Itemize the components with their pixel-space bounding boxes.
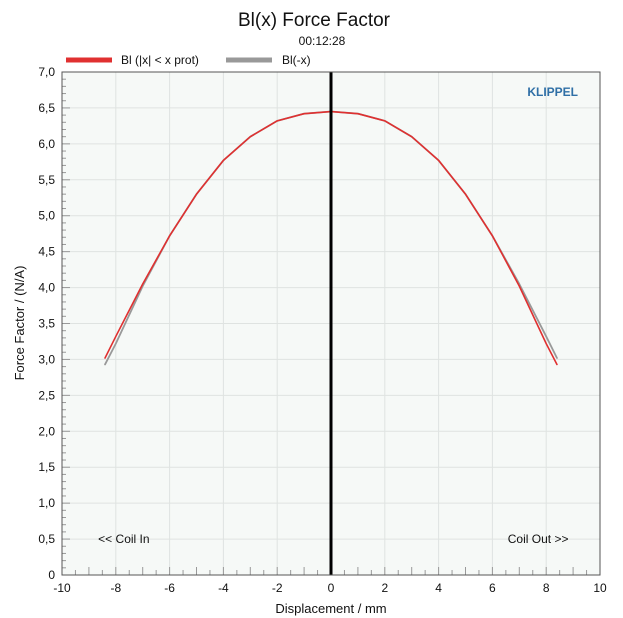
- y-tick-label-1: 0,5: [38, 532, 55, 546]
- x-tick-label-5: 0: [328, 581, 335, 595]
- chart-title: Bl(x) Force Factor: [238, 10, 391, 31]
- x-tick-label-7: 4: [435, 581, 442, 595]
- annotation-1: Coil Out >>: [508, 532, 569, 546]
- y-tick-label-5: 2,5: [38, 388, 55, 402]
- x-tick-label-10: 10: [593, 581, 607, 595]
- y-tick-label-13: 6,5: [38, 101, 55, 115]
- y-tick-label-8: 4,0: [38, 281, 55, 295]
- y-axis-label: Force Factor / (N/A): [12, 266, 27, 381]
- x-tick-label-1: -8: [110, 581, 121, 595]
- legend-label-series-1: Bl(-x): [282, 53, 311, 67]
- y-tick-label-0: 0: [48, 568, 55, 582]
- y-tick-label-11: 5,5: [38, 173, 55, 187]
- legend: Bl (|x| < x prot) Bl(-x): [66, 53, 311, 67]
- x-tick-label-6: 2: [381, 581, 388, 595]
- y-tick-label-6: 3,0: [38, 352, 55, 366]
- y-tick-label-14: 7,0: [38, 65, 55, 79]
- x-tick-label-4: -2: [272, 581, 283, 595]
- x-tick-label-3: -4: [218, 581, 229, 595]
- annotations: << Coil In Coil Out >>: [98, 532, 568, 546]
- brand-label: KLIPPEL: [527, 85, 578, 99]
- x-axis-label: Displacement / mm: [275, 601, 386, 616]
- y-tick-label-3: 1,5: [38, 460, 55, 474]
- chart-subtitle: 00:12:28: [299, 34, 346, 48]
- x-tick-label-0: -10: [53, 581, 71, 595]
- annotation-0: << Coil In: [98, 532, 149, 546]
- legend-label-series-0: Bl (|x| < x prot): [121, 53, 199, 67]
- y-tick-label-4: 2,0: [38, 424, 55, 438]
- y-tick-label-10: 5,0: [38, 209, 55, 223]
- y-tick-label-2: 1,0: [38, 496, 55, 510]
- y-tick-label-9: 4,5: [38, 245, 55, 259]
- plot-frame: [61, 71, 601, 576]
- x-tick-labels: -10 -8 -6 -4 -2 0 2 4 6 8 10: [53, 581, 607, 595]
- y-tick-label-12: 6,0: [38, 137, 55, 151]
- x-tick-label-2: -6: [164, 581, 175, 595]
- y-tick-label-7: 3,5: [38, 317, 55, 331]
- x-tick-label-9: 8: [543, 581, 550, 595]
- x-tick-label-8: 6: [489, 581, 496, 595]
- y-tick-labels: 0 0,5 1,0 1,5 2,0 2,5 3,0 3,5 4,0 4,5 5,0 5,5 6,0 6,5…: [38, 65, 55, 582]
